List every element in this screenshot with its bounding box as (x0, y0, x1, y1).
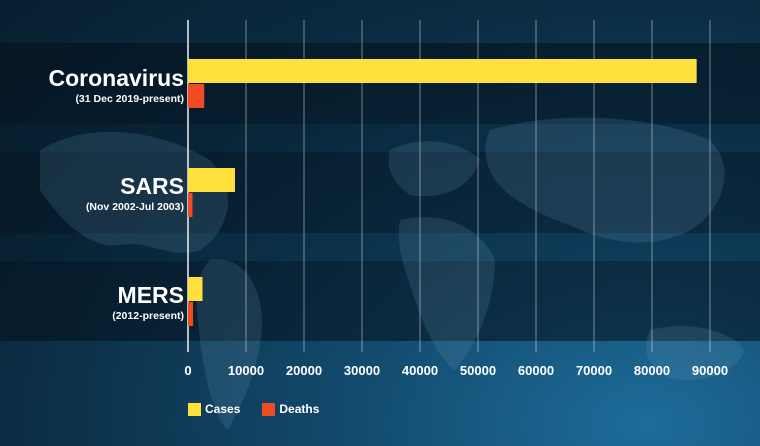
category-subtitle-mers: (2012-present) (112, 310, 184, 322)
legend-swatch-cases (188, 402, 201, 416)
legend-item-cases: Cases (188, 402, 240, 416)
bar-cases-coronavirus (188, 59, 697, 83)
axis-layer: 0 10000 20000 30000 40000 50000 60000 70000 8000… (184, 363, 728, 378)
x-tick-label: 30000 (344, 363, 380, 378)
x-tick-label: 0 (184, 363, 191, 378)
category-band-sars (0, 152, 760, 233)
bar-layer (188, 59, 697, 326)
x-tick-label: 90000 (692, 363, 728, 378)
category-label-sars: SARS (120, 173, 184, 199)
x-tick-label: 70000 (576, 363, 612, 378)
legend: Cases Deaths (188, 402, 319, 416)
bar-cases-sars (188, 168, 235, 192)
x-tick-label: 20000 (286, 363, 322, 378)
legend-item-deaths: Deaths (262, 402, 319, 416)
bar-deaths-coronavirus (188, 84, 205, 108)
x-tick-label: 60000 (518, 363, 554, 378)
x-tick-label: 10000 (228, 363, 264, 378)
category-band-mers (0, 261, 760, 341)
legend-swatch-deaths (262, 402, 276, 416)
x-tick-label: 50000 (460, 363, 496, 378)
x-tick-label: 80000 (634, 363, 670, 378)
category-subtitle-coronavirus: (31 Dec 2019-present) (75, 93, 184, 105)
separator-band (0, 233, 760, 261)
separator-band (0, 124, 760, 152)
category-subtitle-sars: (Nov 2002-Jul 2003) (85, 201, 184, 213)
bar-cases-mers (188, 277, 203, 301)
bar-deaths-mers (188, 302, 193, 326)
bar-deaths-sars (188, 193, 193, 217)
category-label-mers: MERS (117, 282, 184, 308)
x-tick-label: 40000 (402, 363, 438, 378)
legend-label-deaths: Deaths (279, 402, 320, 416)
legend-label-cases: Cases (205, 402, 241, 416)
category-label-coronavirus: Coronavirus (48, 65, 184, 91)
category-band-coronavirus (0, 43, 760, 124)
